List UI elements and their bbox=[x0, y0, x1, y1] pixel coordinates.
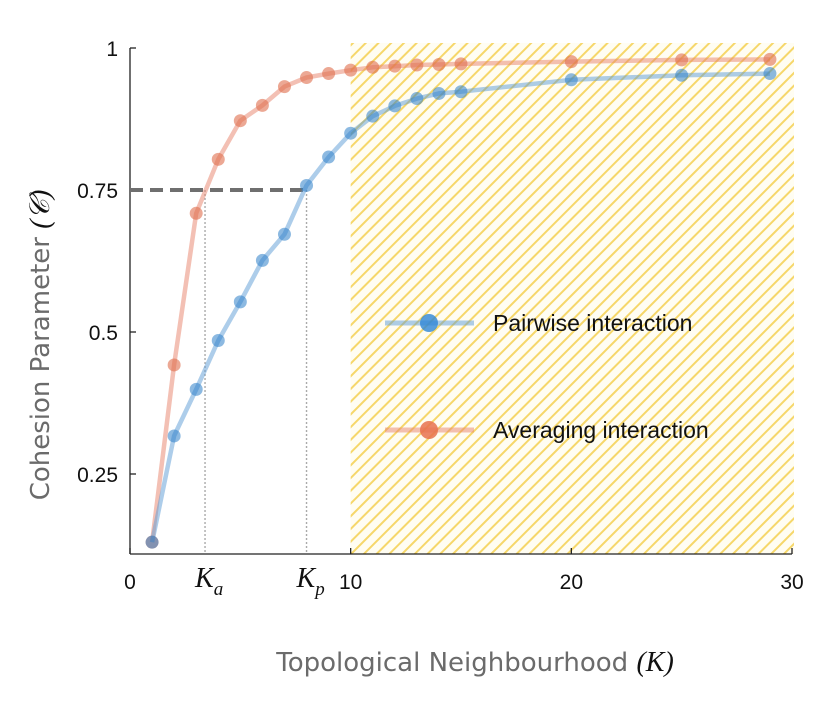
legend-label-averaging: Averaging interaction bbox=[493, 417, 709, 443]
legend-marker-averaging bbox=[420, 421, 438, 439]
data-point-pairwise bbox=[344, 126, 358, 140]
data-point-pairwise bbox=[255, 253, 269, 267]
data-point-averaging bbox=[763, 52, 777, 66]
series-line-averaging bbox=[149, 57, 770, 543]
x-tick-label: 0 bbox=[124, 571, 136, 594]
y-tick-label: 0.5 bbox=[89, 322, 118, 345]
data-point-averaging bbox=[344, 63, 358, 77]
annotation-subscript: a bbox=[214, 579, 224, 600]
data-point-pairwise bbox=[388, 99, 402, 113]
data-point-averaging bbox=[432, 57, 446, 71]
data-point-averaging bbox=[454, 57, 468, 71]
data-point-averaging bbox=[277, 80, 291, 94]
data-point-averaging bbox=[366, 60, 380, 74]
data-point-averaging bbox=[233, 114, 247, 128]
x-axis-title: Topological Neighbourhood (K) bbox=[275, 647, 674, 678]
data-point-averaging bbox=[300, 71, 314, 85]
data-point-averaging bbox=[167, 358, 181, 372]
y-axis-label: Cohesion Parameter bbox=[26, 237, 56, 501]
annotation-Kp: Kp bbox=[296, 563, 325, 600]
series-line-pairwise bbox=[149, 71, 770, 543]
data-point-pairwise bbox=[277, 227, 291, 241]
data-point-pairwise bbox=[322, 150, 336, 164]
data-point-pairwise bbox=[145, 535, 159, 549]
data-point-averaging bbox=[388, 59, 402, 73]
data-point-averaging bbox=[675, 53, 689, 67]
y-tick-label: 0.75 bbox=[77, 180, 118, 203]
legend-label-pairwise: Pairwise interaction bbox=[493, 310, 692, 336]
x-tick-label: 30 bbox=[780, 571, 803, 594]
data-point-pairwise bbox=[675, 68, 689, 82]
legend-marker-pairwise bbox=[420, 314, 438, 332]
data-point-pairwise bbox=[410, 92, 424, 106]
annotation-subscript: p bbox=[313, 579, 325, 600]
data-point-averaging bbox=[255, 98, 269, 112]
data-point-averaging bbox=[211, 152, 225, 166]
data-point-pairwise bbox=[189, 382, 203, 396]
data-point-pairwise bbox=[432, 86, 446, 100]
legend: Pairwise interaction Averaging interacti… bbox=[385, 310, 709, 443]
data-point-pairwise bbox=[366, 109, 380, 123]
data-point-averaging bbox=[410, 58, 424, 72]
data-point-pairwise bbox=[564, 73, 578, 87]
data-point-pairwise bbox=[763, 67, 777, 81]
annotation-Ka: Ka bbox=[194, 563, 223, 600]
data-point-pairwise bbox=[167, 429, 181, 443]
data-point-pairwise bbox=[233, 295, 247, 309]
data-point-averaging bbox=[564, 55, 578, 69]
y-axis-symbol: (𝒞) bbox=[25, 190, 56, 229]
x-axis-label: Topological Neighbourhood bbox=[275, 648, 628, 678]
data-point-averaging bbox=[189, 206, 203, 220]
data-point-averaging bbox=[322, 67, 336, 81]
data-point-pairwise bbox=[300, 178, 314, 192]
y-tick-label: 1 bbox=[106, 38, 118, 61]
y-tick-label: 0.25 bbox=[77, 464, 118, 487]
y-axis-title: Cohesion Parameter (𝒞) bbox=[25, 190, 56, 501]
x-tick-label: 10 bbox=[339, 571, 362, 594]
x-axis-symbol: (K) bbox=[636, 647, 673, 678]
x-tick-label: 20 bbox=[560, 571, 583, 594]
data-point-pairwise bbox=[211, 334, 225, 348]
shaded-region bbox=[350, 43, 794, 554]
data-point-pairwise bbox=[454, 85, 468, 99]
